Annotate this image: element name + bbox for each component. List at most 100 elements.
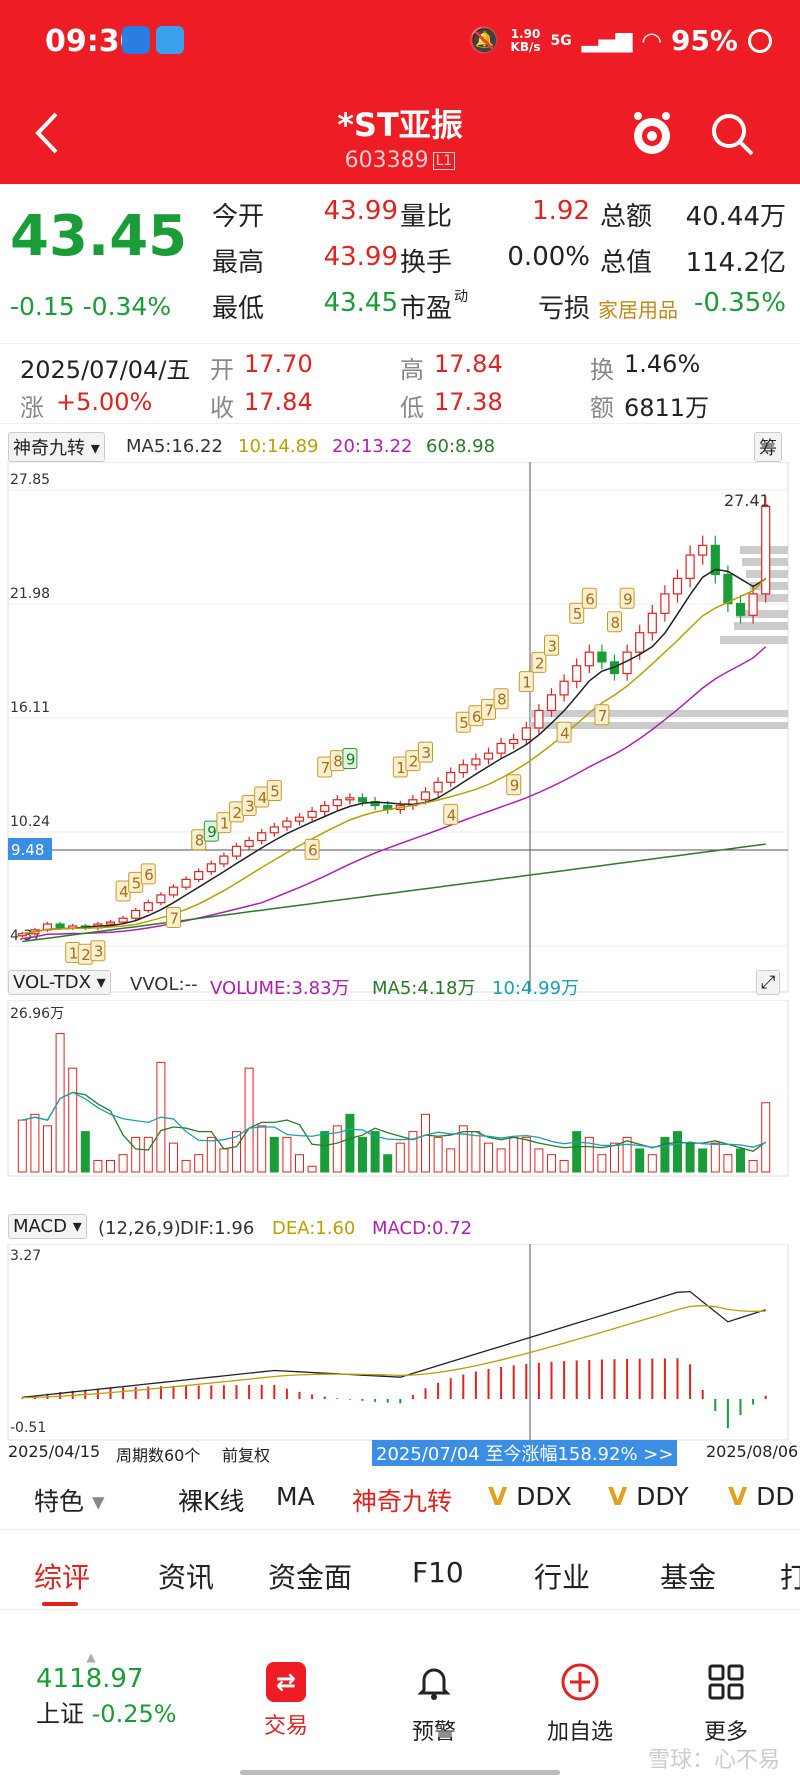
macd-y-top: 3.27 xyxy=(10,1248,41,1264)
chart-adjust: 前复权 xyxy=(222,1446,271,1465)
candle-body xyxy=(509,738,519,745)
tab-1[interactable]: 资讯 xyxy=(158,1561,215,1594)
candle-body xyxy=(546,694,557,712)
dif-line xyxy=(22,1290,766,1398)
candle-body xyxy=(446,771,456,783)
feature-label: 特色 xyxy=(34,1487,85,1516)
chip-bar xyxy=(530,722,788,729)
volume-bar xyxy=(521,1136,531,1173)
volume-bar xyxy=(673,1131,682,1173)
battery-icon xyxy=(748,28,772,53)
nav-alert[interactable]: 预警 xyxy=(384,1662,484,1746)
expand-icon[interactable]: ⤢ xyxy=(756,970,781,995)
feature-bar: 特色 ▾ 裸K线 MA 神奇九转 V DDX V DDY V DD xyxy=(0,1466,800,1530)
volume-bar xyxy=(647,1154,657,1173)
nav-add-watchlist[interactable]: 加自选 xyxy=(530,1662,630,1746)
quote-value-6: 43.45 xyxy=(323,288,398,318)
candle-body xyxy=(698,544,708,556)
tab-4[interactable]: 行业 xyxy=(534,1561,591,1594)
chip-button[interactable]: 筹 xyxy=(754,432,782,462)
nine-turn-number: 3 xyxy=(422,744,432,762)
feature-0[interactable]: 特色 ▾ xyxy=(34,1482,105,1518)
volume-bar xyxy=(710,1142,720,1173)
volume-bar xyxy=(307,1165,317,1173)
nine-turn-number: 7 xyxy=(598,707,608,725)
candle-body xyxy=(156,894,166,904)
feature-3[interactable]: 神奇九转 xyxy=(352,1482,452,1518)
candle-body xyxy=(420,791,431,801)
feature-label: DD xyxy=(756,1482,795,1511)
day-high: 17.84 xyxy=(434,350,503,378)
volume-bar xyxy=(345,1113,355,1173)
dea-line xyxy=(22,1304,766,1399)
chip-bar xyxy=(736,610,788,618)
quote-value-5: 114.2亿 xyxy=(685,248,786,278)
volume-bar xyxy=(93,1159,103,1173)
quote-label-1: 量比 xyxy=(400,202,453,232)
volume-bar xyxy=(320,1131,330,1173)
feature-1[interactable]: 裸K线 xyxy=(178,1482,244,1518)
search-icon[interactable] xyxy=(708,110,756,158)
crosshair-price-box xyxy=(8,838,52,860)
volume-bar xyxy=(43,1125,52,1173)
feature-2[interactable]: MA xyxy=(276,1482,315,1511)
vol-ma5-value: MA5:4.18万 xyxy=(372,978,476,999)
y-axis-label: 10.24 xyxy=(10,814,50,830)
tab-5[interactable]: 基金 xyxy=(660,1561,717,1594)
day-close: 17.84 xyxy=(244,388,313,416)
nine-turn-number: 2 xyxy=(233,804,243,822)
nine-turn-box xyxy=(90,940,106,962)
gesture-bar[interactable] xyxy=(240,1770,560,1775)
volume-bar xyxy=(55,1033,65,1173)
feature-5[interactable]: V DDY xyxy=(608,1482,688,1511)
nine-turn-number: 8 xyxy=(497,691,507,709)
macd-indicator-selector[interactable]: MACD ▾ xyxy=(8,1214,87,1239)
volume-bar xyxy=(496,1148,506,1173)
tab-6[interactable]: 打 xyxy=(780,1561,800,1594)
day-turnover: 1.46% xyxy=(624,350,701,378)
candle-body xyxy=(572,665,582,682)
nine-turn-number: 7 xyxy=(170,910,180,928)
v-icon: V xyxy=(608,1482,637,1511)
vol-indicator-selector[interactable]: VOL-TDX ▾ xyxy=(8,970,111,995)
ma10-value: 10:14.89 xyxy=(238,436,319,457)
volume-bar xyxy=(282,1136,292,1173)
candlestick-chart[interactable]: 27.8521.9816.1110.244.379.4827.411234567… xyxy=(0,462,800,1002)
nine-turn-number: 7 xyxy=(321,759,331,777)
chip-bar xyxy=(756,594,788,602)
feature-6[interactable]: V DD xyxy=(728,1482,795,1511)
nav-trade[interactable]: ⇄ 交易 xyxy=(236,1662,336,1740)
back-icon[interactable] xyxy=(28,108,68,158)
volume-bar xyxy=(597,1154,607,1173)
chart-area[interactable]: 神奇九转 ▾ MA5:16.22 10:14.89 20:13.22 60:8.… xyxy=(0,424,800,1466)
net-speed: 1.90 KB/s xyxy=(510,26,541,54)
day-amount: 6811万 xyxy=(624,394,710,422)
volume-bar xyxy=(572,1131,582,1173)
nine-turn-number: 8 xyxy=(611,614,621,632)
nine-turn-box xyxy=(493,688,509,710)
nav-more[interactable]: 更多 xyxy=(676,1662,776,1746)
nine-turn-number: 4 xyxy=(560,724,570,742)
main-indicator-selector[interactable]: 神奇九转 ▾ xyxy=(8,432,105,462)
candle-body xyxy=(105,921,116,925)
day-open-label: 开 xyxy=(210,356,234,384)
nine-turn-box xyxy=(418,741,433,763)
ma60-line xyxy=(22,843,766,943)
tab-3[interactable]: F10 xyxy=(412,1556,464,1589)
index-widget[interactable]: ▲ 4118.97 上证 -0.25% xyxy=(36,1650,186,1729)
nine-turn-box xyxy=(544,634,559,656)
volume-bar xyxy=(80,1131,90,1173)
tab-0[interactable]: 综评 xyxy=(34,1561,91,1594)
candle-body xyxy=(282,820,292,828)
nine-turn-number: 6 xyxy=(585,590,595,608)
nine-turn-box xyxy=(581,587,597,609)
mascot-icon[interactable] xyxy=(628,108,676,158)
tab-2[interactable]: 资金面 xyxy=(268,1561,353,1594)
quote-value-0: 43.99 xyxy=(323,196,398,226)
nine-turn-number: 6 xyxy=(472,708,482,726)
signal-label: 5G xyxy=(550,32,572,49)
status-bar: 09:30 🔕 1.90 KB/s 5G ▂▄▆ ◠ 95% xyxy=(0,0,800,86)
volume-bar xyxy=(547,1154,556,1173)
feature-4[interactable]: V DDX xyxy=(488,1482,572,1511)
range-gain-button[interactable]: 2025/07/04 至今涨幅158.92% >> xyxy=(372,1440,678,1466)
